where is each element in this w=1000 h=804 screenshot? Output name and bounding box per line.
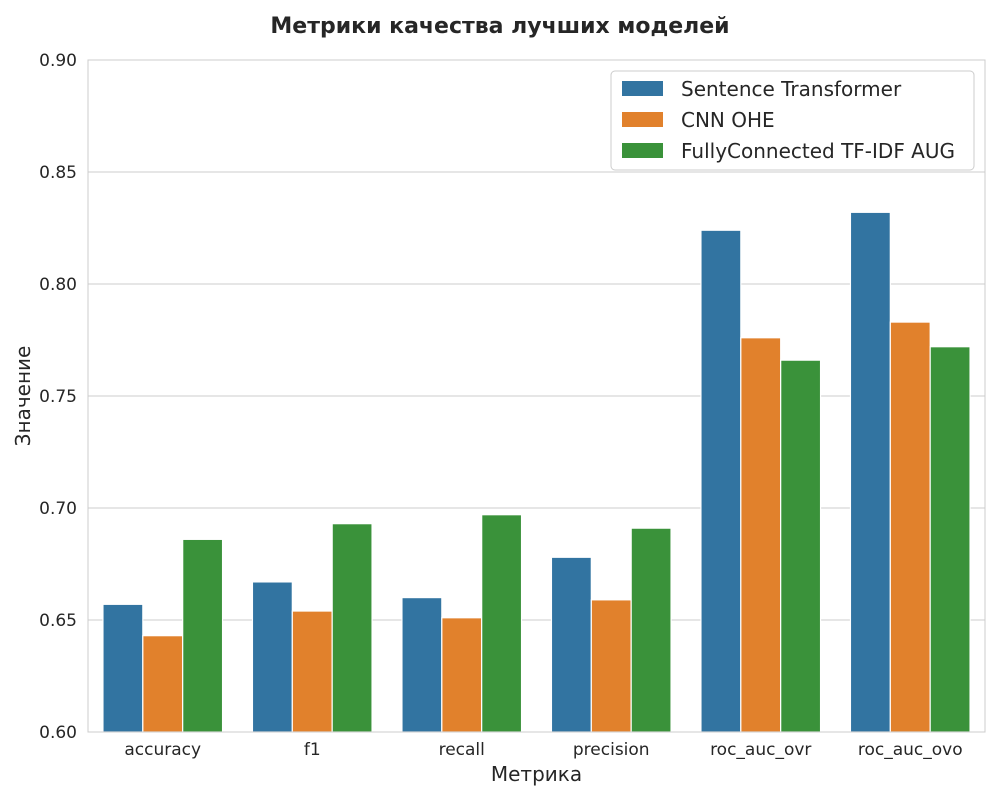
x-tick-label: accuracy [124,740,201,760]
legend: Sentence Transformer CNN OHE FullyConnecte… [610,70,975,171]
x-tick-label: f1 [304,740,321,760]
bar [929,346,971,733]
x-tick-label: roc_auc_ovr [710,740,811,760]
y-tick-label: 0.80 [39,275,77,295]
plot-frame [87,59,986,733]
bar [550,556,592,733]
x-axis-label: Метрика [491,762,582,786]
bar [630,527,672,733]
bar [102,603,144,733]
y-tick-label: 0.70 [39,499,77,519]
legend-swatch [622,143,663,158]
bar [780,359,822,733]
legend-frame [610,70,975,171]
legend-swatch [622,81,663,96]
bar [291,610,333,733]
bar [889,321,931,733]
legend-entry-label: CNN OHE [681,108,775,132]
y-tick-label: 0.60 [39,723,77,743]
bar [849,211,891,733]
bar [740,337,782,733]
y-axis-label: Значение [11,346,35,447]
bar [441,617,483,733]
x-tick-label: roc_auc_ovo [858,740,963,760]
x-tick-label: precision [573,740,650,760]
legend-swatch [622,112,663,127]
y-tick-label: 0.75 [39,387,77,407]
bar [401,596,443,733]
x-tick-labels: accuracy f1 recall precision roc_auc_ovr roc_… [124,740,962,760]
bar [182,538,224,733]
bar [700,229,742,733]
bar [331,523,373,733]
x-tick-label: recall [439,740,485,760]
bar [251,581,293,733]
legend-entry-label: Sentence Transformer [681,77,902,101]
y-tick-label: 0.90 [39,51,77,71]
y-tick-labels: 0.60 0.65 0.70 0.75 0.80 0.85 0.90 [39,51,77,743]
y-tick-label: 0.65 [39,611,77,631]
legend-entry-label: FullyConnected TF-IDF AUG [681,139,955,163]
chart-title: Метрики качества лучших моделей [270,14,729,39]
bar [142,635,184,733]
bars [102,211,971,733]
y-tick-label: 0.85 [39,163,77,183]
bar [590,599,632,733]
bar [481,514,523,733]
